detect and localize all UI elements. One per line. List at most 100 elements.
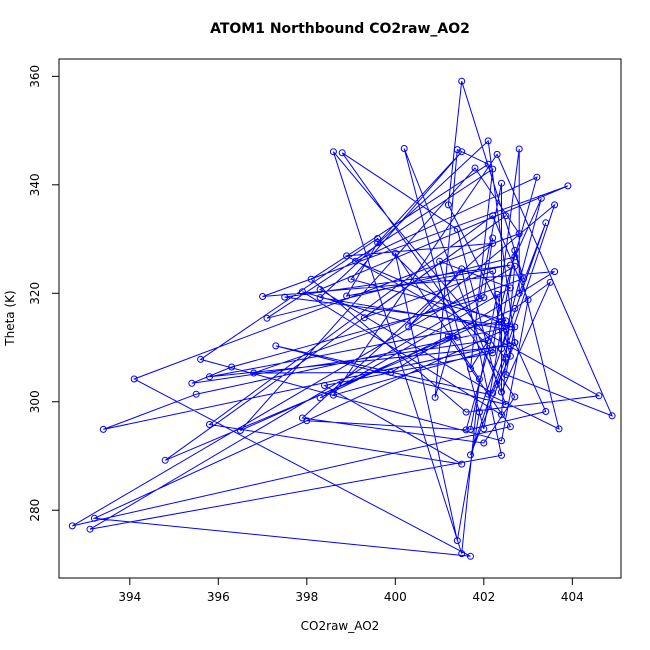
data-point	[595, 392, 603, 400]
data-point	[453, 225, 461, 233]
data-point	[374, 235, 382, 242]
data-point	[502, 371, 510, 379]
data-point	[338, 149, 346, 157]
data-point	[475, 375, 483, 383]
data-point	[480, 439, 488, 447]
data-point	[316, 394, 324, 402]
data-point	[489, 389, 497, 397]
data-point	[206, 373, 213, 381]
data-point	[281, 293, 289, 301]
x-tick-label: 400	[384, 590, 407, 604]
data-point	[493, 150, 501, 158]
data-point	[551, 268, 559, 276]
data-point	[90, 514, 98, 522]
data-point	[542, 219, 550, 227]
data-point	[188, 379, 196, 387]
data-point	[431, 393, 439, 401]
data-point	[316, 286, 324, 293]
y-tick-label: 340	[28, 173, 42, 196]
data-point	[546, 278, 554, 286]
data-point	[192, 390, 200, 398]
data-point	[502, 355, 510, 363]
data-point	[462, 426, 470, 434]
data-point	[511, 393, 519, 401]
data-point	[250, 369, 258, 377]
x-tick-label: 394	[118, 590, 141, 604]
data-point	[197, 355, 205, 363]
data-point	[458, 148, 466, 156]
x-tick-label: 396	[207, 590, 230, 604]
data-point	[502, 401, 510, 408]
data-point	[236, 427, 244, 434]
data-point	[228, 363, 236, 371]
data-point	[453, 333, 461, 341]
data-point	[458, 77, 466, 85]
data-point	[387, 369, 395, 376]
data-point	[436, 257, 444, 265]
data-point	[489, 212, 497, 220]
data-point	[206, 421, 213, 428]
data-point	[68, 522, 76, 530]
data-point	[458, 460, 466, 468]
data-point	[298, 414, 306, 422]
data-point	[343, 252, 351, 260]
data-point	[467, 365, 474, 373]
data-point	[462, 408, 470, 416]
data-point	[498, 179, 505, 187]
data-point	[458, 550, 466, 558]
data-point	[608, 412, 616, 420]
data-point	[391, 249, 399, 257]
data-point	[493, 290, 501, 298]
data-point	[405, 323, 413, 331]
data-point	[259, 293, 267, 300]
data-point	[484, 390, 492, 398]
data-point	[316, 294, 324, 302]
data-point	[467, 425, 474, 433]
data-point	[347, 275, 355, 283]
data-point	[489, 239, 497, 247]
data-point	[489, 165, 497, 173]
data-point	[352, 257, 359, 265]
data-point	[161, 456, 169, 464]
data-point	[453, 537, 461, 545]
data-point	[489, 349, 497, 357]
data-point	[511, 262, 519, 270]
data-point	[493, 380, 501, 388]
data-point	[467, 451, 474, 459]
data-point	[506, 423, 514, 431]
data-point	[533, 173, 541, 181]
data-point	[498, 318, 505, 325]
data-point	[498, 451, 505, 459]
data-point	[520, 275, 528, 283]
data-point	[506, 342, 514, 350]
data-point	[475, 408, 483, 416]
data-point	[555, 425, 563, 433]
data-point	[537, 194, 545, 202]
x-tick-label: 404	[561, 590, 584, 604]
data-point	[498, 345, 505, 353]
data-point	[564, 182, 572, 190]
x-tick-label: 398	[295, 590, 318, 604]
data-point	[130, 375, 138, 383]
data-point	[272, 342, 280, 350]
data-point	[444, 201, 452, 209]
data-point	[360, 314, 368, 322]
data-point	[321, 382, 328, 389]
data-point	[524, 296, 532, 304]
x-axis: 394 396 398 400 402 404	[118, 577, 584, 604]
data-point	[400, 145, 408, 152]
data-point	[515, 230, 523, 238]
data-point	[444, 332, 452, 340]
data-point	[329, 148, 337, 156]
data-point	[515, 145, 523, 153]
data-point	[489, 346, 497, 354]
data-point	[506, 261, 514, 269]
data-point	[475, 295, 483, 303]
data-point	[449, 332, 457, 340]
data-point	[298, 288, 306, 296]
data-point	[511, 323, 519, 331]
y-tick-label: 280	[28, 499, 42, 522]
data-point	[484, 137, 492, 145]
data-point	[374, 239, 382, 247]
y-tick-label: 300	[28, 390, 42, 413]
